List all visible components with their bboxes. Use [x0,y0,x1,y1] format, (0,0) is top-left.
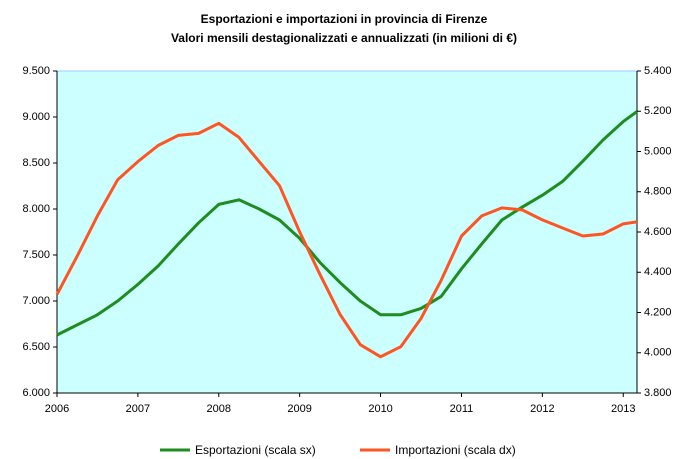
y-tick-label: 7.500 [22,249,50,261]
x-tick-label: 2013 [611,403,635,415]
y2-tick-label: 3.800 [644,387,672,399]
y-tick-label: 8.000 [22,203,50,215]
x-tick-label: 2009 [287,403,311,415]
series-line [55,121,638,359]
chart-subtitle: Valori mensili destagionalizzati e annua… [171,31,517,45]
y2-tick-label: 5.200 [644,105,672,117]
plot-area [56,70,638,394]
series-line [56,110,638,337]
x-tick-label: 2010 [368,403,392,415]
y-tick-label: 9.000 [22,111,50,123]
y-tick-label: 6.000 [22,387,50,399]
x-tick-label: 2008 [207,403,231,415]
legend-label: Importazioni (scala dx) [395,443,516,457]
y2-tick-label: 4.600 [644,226,672,238]
y-tick-label: 7.000 [22,295,50,307]
x-tick-label: 2007 [126,403,150,415]
y-tick-label: 9.500 [22,65,50,77]
legend-label: Esportazioni (scala sx) [195,443,316,457]
y2-tick-label: 5.000 [644,145,672,157]
y2-tick-label: 4.800 [644,186,672,198]
y2-tick-label: 4.000 [644,347,672,359]
y-tick-label: 6.500 [22,341,50,353]
y-tick-label: 8.500 [22,157,50,169]
y2-tick-label: 4.200 [644,306,672,318]
x-tick-label: 2011 [450,403,474,415]
y2-tick-label: 4.400 [644,266,672,278]
chart-title: Esportazioni e importazioni in provincia… [201,12,488,26]
x-tick-label: 2006 [45,403,69,415]
x-tick-label: 2012 [530,403,554,415]
y2-tick-label: 5.400 [644,65,672,77]
